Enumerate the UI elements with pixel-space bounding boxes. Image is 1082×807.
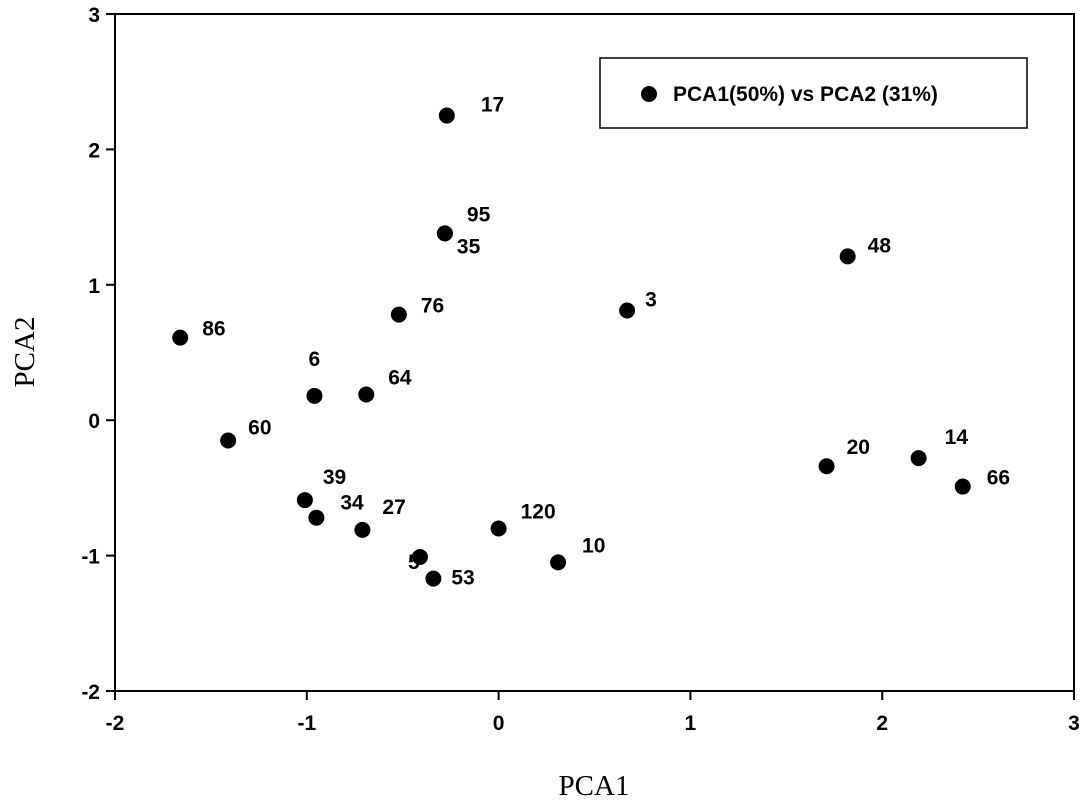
y-tick-label: -1 [81,546,100,569]
legend: PCA1(50%) vs PCA2 (31%) [599,57,1028,129]
data-point-86 [172,329,189,346]
data-point-6 [306,387,323,404]
data-point-120 [490,520,507,537]
point-label-35: 35 [457,235,481,258]
point-label-60: 60 [248,417,271,440]
x-tick-label: 1 [685,712,697,735]
data-point-48 [839,248,856,265]
y-tick-label: -2 [81,681,100,704]
data-point-20 [818,458,835,475]
point-label-17: 17 [481,94,504,117]
point-label-34: 34 [340,492,364,515]
data-point-10 [550,554,567,571]
x-tick-label: 0 [493,712,505,735]
axis-ticks: -2 -1 0 1 2 3 -2 -1 0 1 2 3 [81,4,1080,735]
data-point-3 [619,302,636,319]
data-point-39 [296,492,313,509]
x-tick-label: -2 [106,712,125,735]
point-label-86: 86 [202,318,225,341]
data-points: 17 95 35 48 76 3 86 6 64 60 20 14 66 39 34 27 5 120 10 53 [172,94,1010,590]
x-axis-title: PCA1 [559,770,630,802]
point-label-120: 120 [521,501,556,524]
legend-label: PCA1(50%) vs PCA2 (31%) [673,83,938,106]
data-point-66 [954,478,971,495]
y-tick-label: 1 [88,275,100,298]
x-tick-label: 2 [876,712,888,735]
x-tick-label: -1 [297,712,316,735]
point-label-3: 3 [645,289,657,312]
x-tick-label: 3 [1068,712,1080,735]
data-point-64 [358,386,375,403]
data-point-27 [354,521,371,538]
point-label-64: 64 [388,366,412,389]
data-point-34 [308,509,325,526]
point-label-39: 39 [323,466,346,489]
data-point-14 [910,450,927,467]
point-label-48: 48 [868,234,892,257]
y-tick-label: 3 [88,4,100,27]
point-label-14: 14 [945,426,969,449]
point-label-27: 27 [382,496,405,519]
data-point-5 [411,548,428,565]
data-point-76 [390,306,407,323]
point-label-6: 6 [308,348,320,371]
data-point-53 [425,570,442,587]
y-tick-label: 0 [88,410,100,433]
y-tick-label: 2 [88,139,100,162]
data-point-17 [438,107,455,124]
data-point-60 [220,432,237,449]
point-label-10: 10 [582,534,605,557]
y-axis-title: PCA2 [9,317,41,388]
point-label-66: 66 [987,467,1010,490]
point-label-20: 20 [847,436,870,459]
data-point-35 [436,225,453,242]
legend-marker [641,86,657,102]
point-label-95: 95 [467,203,491,226]
point-label-53: 53 [451,567,474,590]
legend-box [599,57,1028,129]
point-label-5: 5 [408,551,420,574]
point-label-76: 76 [421,295,444,318]
